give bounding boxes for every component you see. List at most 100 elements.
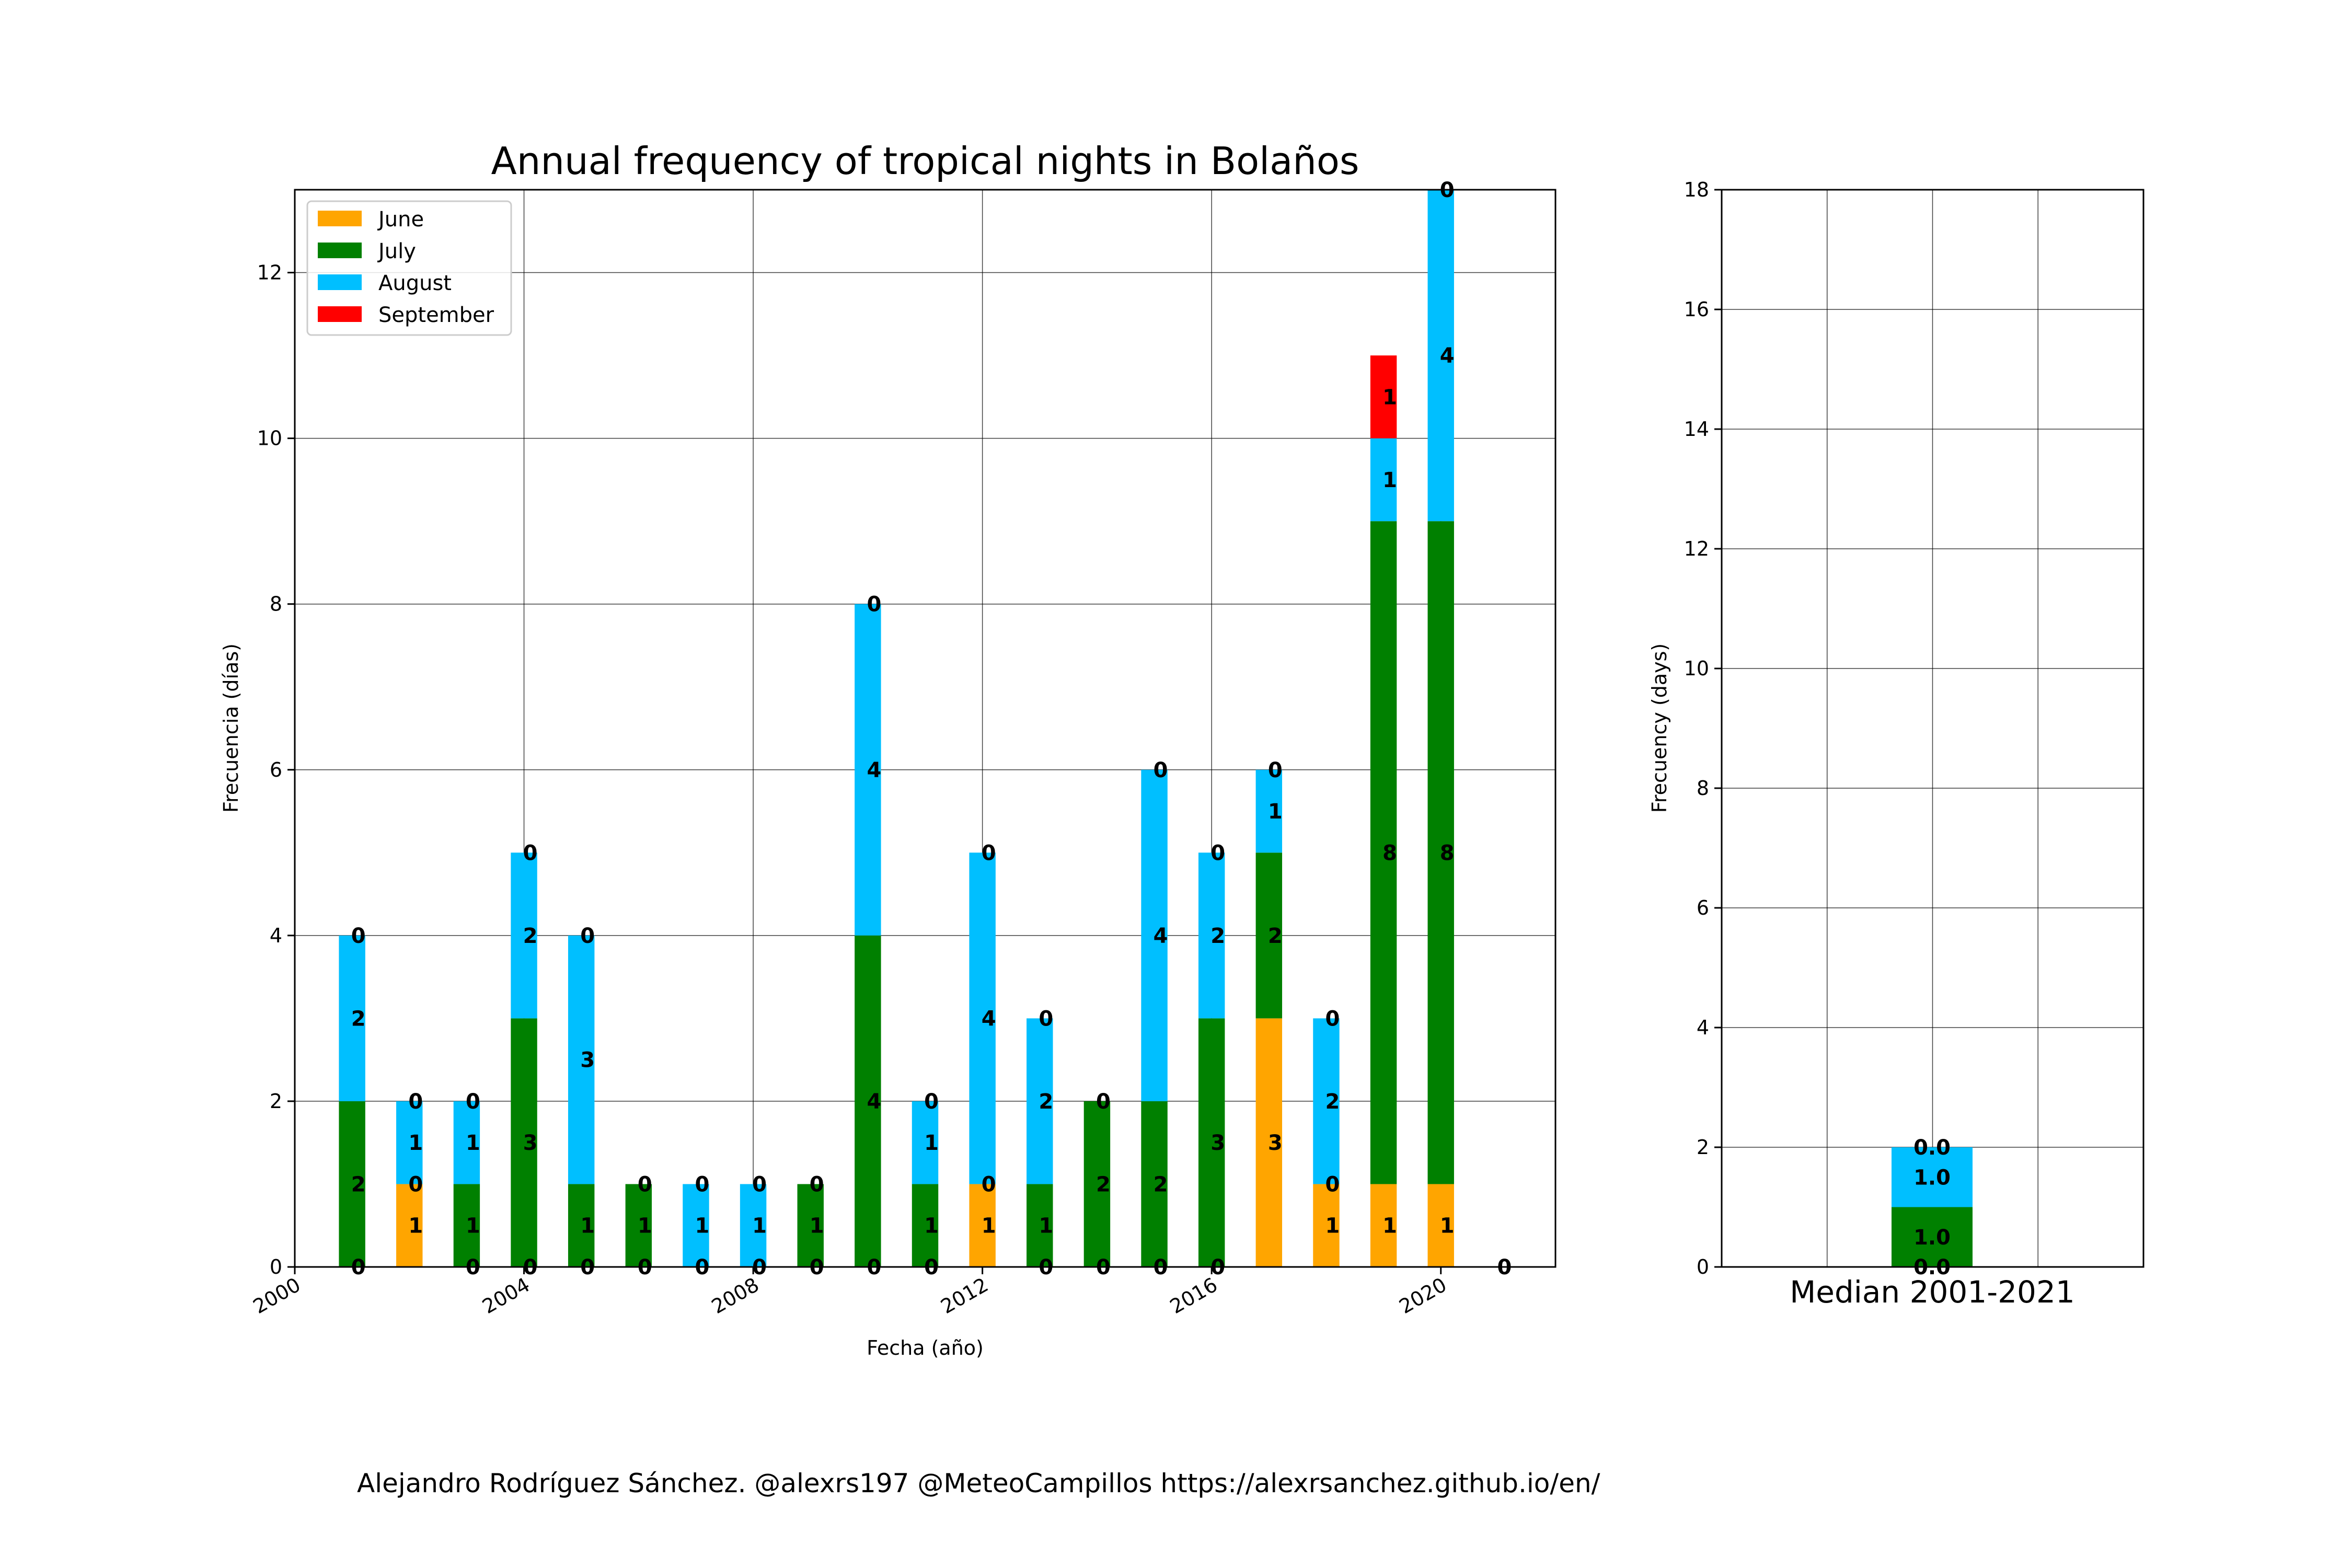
bar-2014-july bbox=[1083, 1101, 1111, 1267]
bar-2016-august bbox=[1198, 852, 1225, 1019]
bar-2002-august bbox=[396, 1101, 423, 1184]
bar-label-2006-july: 1 bbox=[638, 1214, 652, 1238]
bar-2019-july bbox=[1370, 521, 1397, 1184]
bar-label-2018-august: 2 bbox=[1325, 1090, 1340, 1114]
median-bar-label-august: 1.0 bbox=[1913, 1166, 1951, 1190]
bar-2017-august bbox=[1255, 769, 1283, 853]
median-x-label: Median 2001-2021 bbox=[1790, 1274, 2075, 1310]
bar-label-2019-august: 1 bbox=[1382, 468, 1397, 492]
median-bar-label-september: 0.0 bbox=[1913, 1136, 1951, 1160]
bar-label-2012-september: 0 bbox=[982, 841, 996, 865]
footer-credit: Alejandro Rodríguez Sánchez. @alexrs197 … bbox=[357, 1468, 1600, 1498]
main-chart: 0220101001100320013001001001001004400110… bbox=[220, 139, 1557, 1359]
bar-label-2017-september: 0 bbox=[1268, 758, 1283, 782]
bar-2004-august bbox=[511, 852, 537, 1019]
median-y-tick-label-2: 2 bbox=[1697, 1136, 1709, 1159]
bar-label-2011-july: 1 bbox=[924, 1214, 939, 1238]
legend-swatch-august bbox=[318, 274, 362, 290]
bar-label-2001-july: 2 bbox=[351, 1172, 366, 1196]
bar-label-2012-august: 4 bbox=[982, 1007, 996, 1031]
legend: June July August September bbox=[306, 200, 512, 336]
median-y-ticks: 0 2 4 6 8 10 12 14 16 18 bbox=[1684, 178, 1722, 1278]
legend-swatch-september bbox=[318, 306, 362, 322]
main-y-tick-label-8: 8 bbox=[270, 593, 282, 616]
bar-label-2015-july: 2 bbox=[1154, 1172, 1168, 1196]
bar-2003-august bbox=[453, 1101, 480, 1184]
bar-label-2013-august: 2 bbox=[1039, 1090, 1053, 1114]
bar-label-2018-september: 0 bbox=[1325, 1007, 1340, 1031]
median-y-tick-label-6: 6 bbox=[1697, 896, 1709, 919]
bar-label-2005-august: 3 bbox=[580, 1048, 595, 1073]
bar-label-2010-august: 4 bbox=[867, 758, 881, 782]
bar-label-2009-july: 1 bbox=[810, 1214, 824, 1238]
bar-label-2016-july: 3 bbox=[1210, 1131, 1225, 1155]
main-grid bbox=[294, 190, 1555, 1267]
bar-label-2002-september: 0 bbox=[408, 1090, 423, 1114]
bar-label-2003-september: 0 bbox=[466, 1090, 480, 1114]
bar-label-2020-june: 1 bbox=[1440, 1214, 1455, 1238]
bar-2012-june bbox=[969, 1184, 996, 1267]
bar-2005-august bbox=[568, 935, 595, 1184]
bar-label-2012-july: 0 bbox=[982, 1172, 996, 1196]
bar-label-2015-august: 4 bbox=[1154, 924, 1168, 948]
median-bar-label-july: 1.0 bbox=[1913, 1226, 1951, 1250]
bar-2001-july bbox=[339, 1101, 365, 1267]
legend-swatch-july bbox=[318, 243, 362, 258]
bar-label-2019-july: 8 bbox=[1382, 841, 1397, 865]
median-y-tick-label-12: 12 bbox=[1684, 537, 1709, 560]
bar-2001-august bbox=[339, 935, 365, 1101]
bar-label-2015-september: 0 bbox=[1154, 758, 1168, 782]
main-plot-frame bbox=[294, 189, 1557, 1268]
bar-2019-august bbox=[1370, 438, 1397, 522]
bar-2010-august bbox=[855, 604, 881, 936]
median-y-tick-label-16: 16 bbox=[1684, 298, 1709, 321]
bar-label-2006-september: 0 bbox=[638, 1172, 652, 1196]
bar-2015-august bbox=[1141, 769, 1168, 1101]
bar-label-2014-september: 0 bbox=[1096, 1090, 1111, 1114]
main-y-tick-label-10: 10 bbox=[257, 427, 282, 450]
bar-2018-june bbox=[1313, 1184, 1340, 1267]
bar-2011-july bbox=[912, 1184, 939, 1267]
bar-label-2001-september: 0 bbox=[351, 924, 366, 948]
main-y-tick-label-4: 4 bbox=[270, 924, 282, 947]
bar-label-2020-august: 4 bbox=[1440, 344, 1455, 368]
bar-label-2005-july: 1 bbox=[580, 1214, 595, 1238]
bar-label-2005-september: 0 bbox=[580, 924, 595, 948]
main-x-axis-label: Fecha (año) bbox=[867, 1336, 984, 1359]
bar-2011-august bbox=[912, 1101, 939, 1184]
bar-2013-august bbox=[1027, 1018, 1053, 1184]
median-y-axis-label: Frecuency (days) bbox=[1648, 643, 1671, 813]
bar-2016-july bbox=[1198, 1018, 1225, 1267]
bar-2009-july bbox=[797, 1184, 824, 1267]
main-y-tick-label-6: 6 bbox=[270, 758, 282, 781]
bar-2007-august bbox=[683, 1184, 709, 1267]
legend-label-june: June bbox=[377, 207, 424, 232]
median-bars bbox=[1892, 1147, 1973, 1267]
bar-label-2017-august: 1 bbox=[1268, 800, 1283, 824]
bar-label-2011-august: 1 bbox=[924, 1131, 939, 1155]
main-y-tick-label-2: 2 bbox=[270, 1090, 282, 1113]
bar-label-2017-july: 2 bbox=[1268, 924, 1283, 948]
bar-label-2020-july: 8 bbox=[1440, 841, 1455, 865]
bar-label-2009-september: 0 bbox=[810, 1172, 824, 1196]
bar-label-2010-september: 0 bbox=[867, 593, 881, 617]
bar-2002-june bbox=[396, 1184, 423, 1267]
bar-2020-june bbox=[1427, 1184, 1454, 1267]
median-y-tick-label-10: 10 bbox=[1684, 657, 1709, 680]
legend-swatch-june bbox=[318, 211, 362, 226]
bar-2019-june bbox=[1370, 1184, 1397, 1267]
bar-label-2011-september: 0 bbox=[924, 1090, 939, 1114]
legend-label-august: August bbox=[378, 271, 452, 295]
bar-2004-july bbox=[511, 1018, 537, 1267]
bar-label-2019-september: 1 bbox=[1382, 385, 1397, 409]
main-y-ticks: 0 2 4 6 8 10 12 bbox=[257, 261, 295, 1278]
bar-label-2004-august: 2 bbox=[523, 924, 538, 948]
bar-label-2012-june: 1 bbox=[982, 1214, 996, 1238]
median-y-tick-label-0: 0 bbox=[1697, 1255, 1709, 1278]
bar-label-2018-june: 1 bbox=[1325, 1214, 1340, 1238]
bar-2020-august bbox=[1427, 190, 1454, 522]
bar-label-2004-september: 0 bbox=[523, 841, 538, 865]
bar-label-2002-july: 0 bbox=[408, 1172, 423, 1196]
